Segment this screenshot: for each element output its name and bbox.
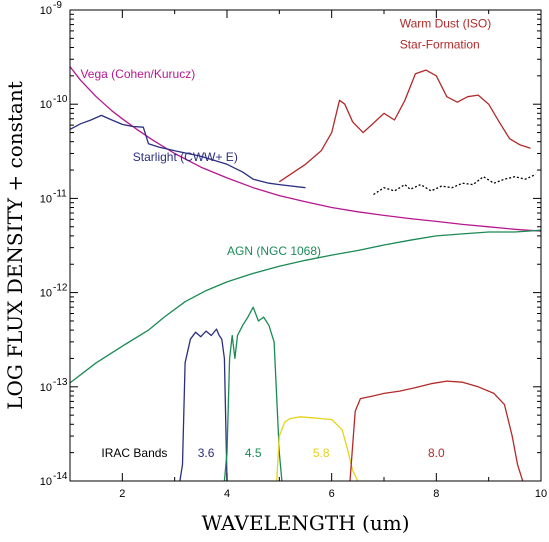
annotation-label-6: 3.6 <box>198 446 215 460</box>
series-line-2 <box>373 173 537 196</box>
x-tick-label: 8 <box>433 488 439 500</box>
y-tick-label: 10 <box>40 99 52 111</box>
y-tick-label: 10 <box>40 382 52 394</box>
y-tick-exponent: -9 <box>53 0 62 11</box>
annotation-label-7: 4.5 <box>245 446 262 460</box>
y-tick-label: 10 <box>40 476 52 488</box>
annotation-label-0: Vega (Cohen/Kurucz) <box>80 67 195 81</box>
series-line-6 <box>223 306 283 481</box>
annotation-label-9: 8.0 <box>428 446 445 460</box>
y-axis-title: LOG FLUX DENSITY + constant <box>3 81 27 410</box>
x-axis-title: WAVELENGTH (um) <box>202 511 410 535</box>
series-line-0 <box>70 66 541 232</box>
series-line-3 <box>278 69 531 183</box>
annotations: Vega (Cohen/Kurucz) Starlight (CWW+ E) War… <box>80 17 491 460</box>
annotation-label-3: Star-Formation <box>400 38 480 52</box>
annotation-label-8: 5.8 <box>313 446 330 460</box>
annotation-label-2: Warm Dust (ISO) <box>400 17 492 31</box>
x-tick-label: 4 <box>224 488 230 500</box>
y-tick-exponent: -11 <box>53 188 67 199</box>
series-line-5 <box>179 328 228 481</box>
y-tick-exponent: -14 <box>53 471 68 482</box>
series-line-1 <box>70 114 306 189</box>
y-tick-exponent: -12 <box>53 283 68 294</box>
x-tick-label: 2 <box>119 488 125 500</box>
x-tick-label: 10 <box>535 488 547 500</box>
y-tick-label: 10 <box>40 5 52 17</box>
y-tick-label: 10 <box>40 288 52 300</box>
x-tick-label: 6 <box>329 488 335 500</box>
annotation-label-5: IRAC Bands <box>101 446 167 460</box>
plot-area <box>70 66 541 481</box>
y-tick-label: 10 <box>40 193 52 205</box>
y-tick-exponent: -13 <box>53 377 68 388</box>
y-tick-exponent: -10 <box>53 94 68 105</box>
series-line-7 <box>276 416 359 481</box>
series-line-8 <box>349 380 524 481</box>
series-line-4 <box>70 229 541 384</box>
annotation-label-4: AGN (NGC 1068) <box>227 244 321 258</box>
annotation-label-1: Starlight (CWW+ E) <box>133 150 238 164</box>
plot-frame <box>69 9 542 482</box>
